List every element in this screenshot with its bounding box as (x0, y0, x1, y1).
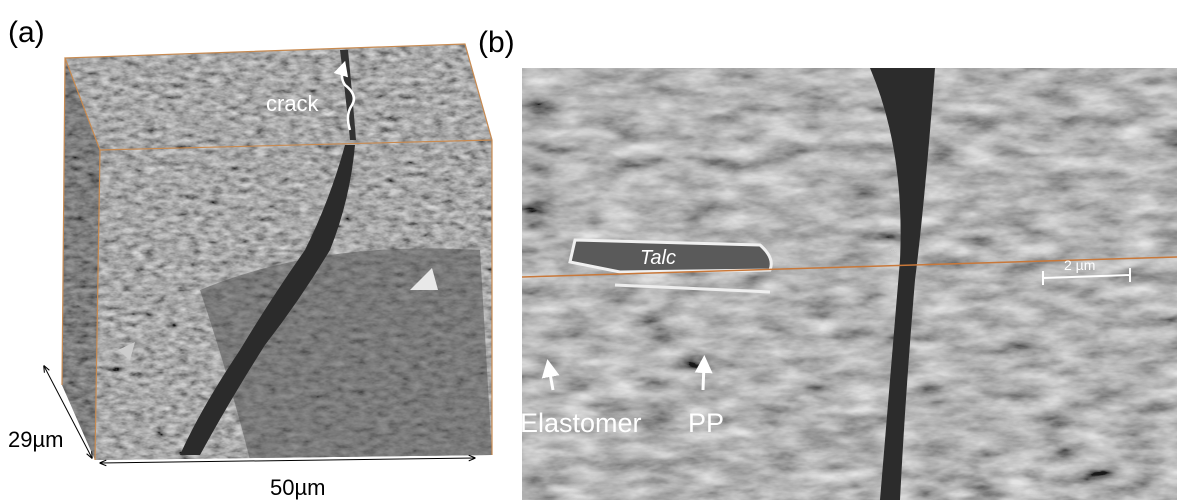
width-label: 50µm (270, 475, 325, 500)
figure: (a) crack 29µm 50µm (b) Talc 2 µm Elasto… (0, 0, 1177, 500)
pp-arrow (703, 364, 704, 390)
elastomer-label: Elastomer (520, 408, 642, 438)
scale-bar-label: 2 µm (1064, 257, 1095, 273)
panel-label: (b) (478, 26, 515, 59)
pp-label: PP (688, 408, 724, 438)
panel-label: (a) (8, 16, 45, 49)
talc-label: Talc (640, 247, 676, 269)
crack-label: crack (266, 91, 320, 116)
depth-label: 29µm (8, 427, 63, 452)
